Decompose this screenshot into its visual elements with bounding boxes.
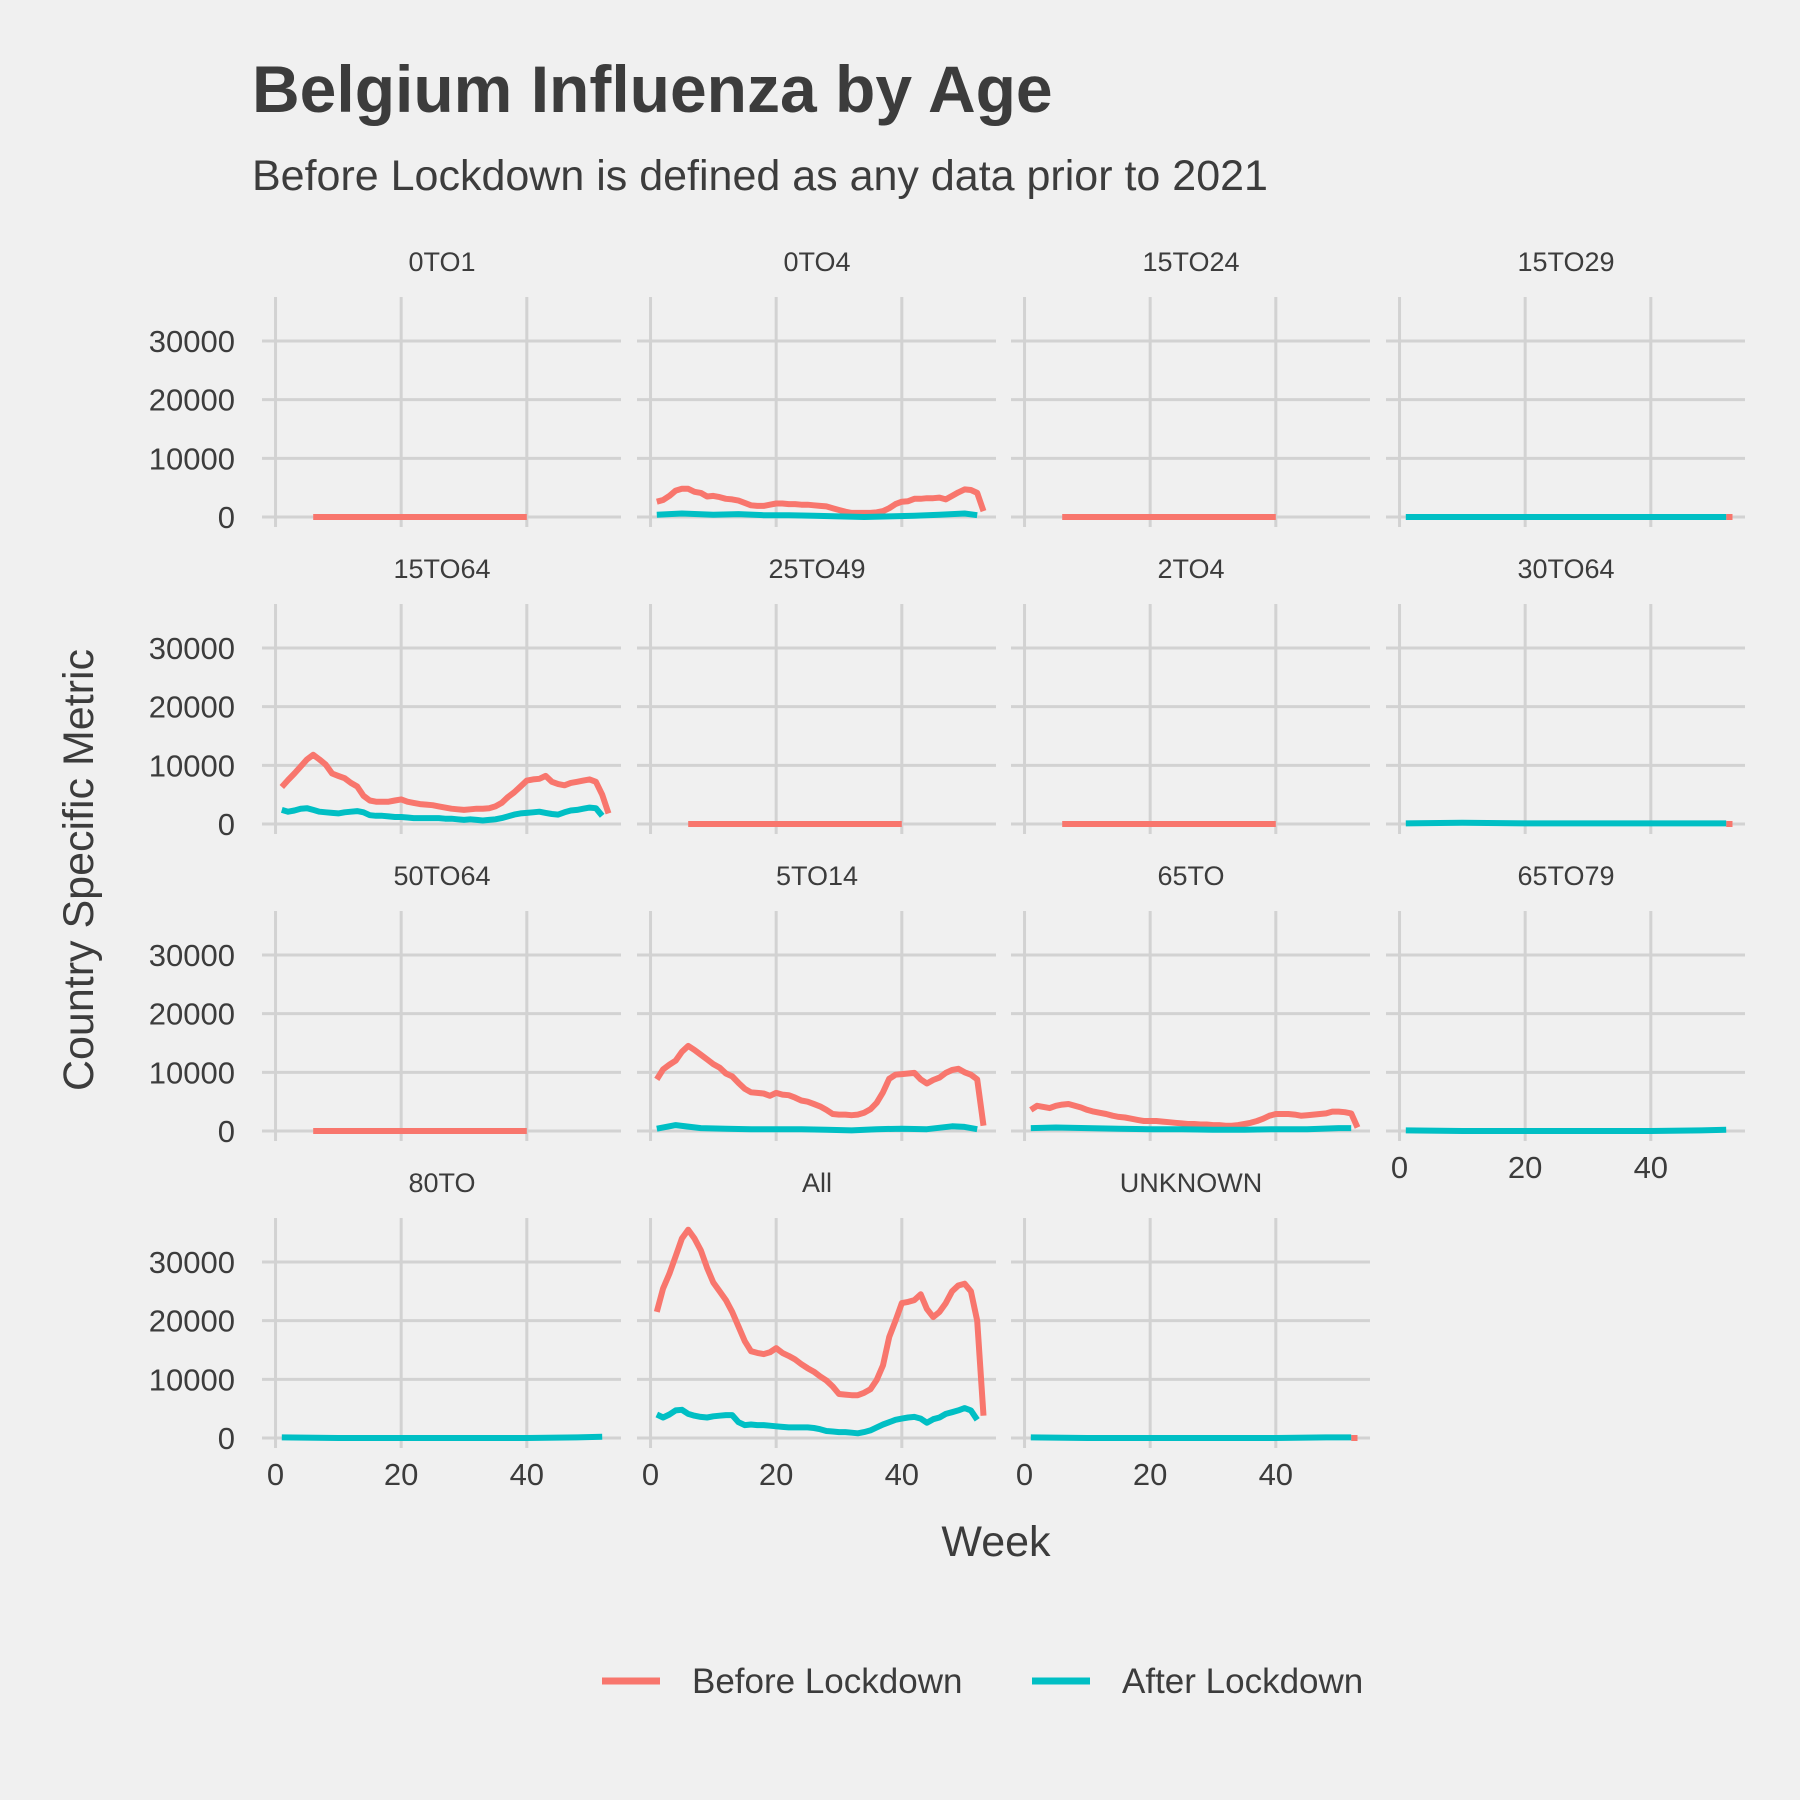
x-tick-label: 20 [759, 1457, 793, 1492]
chart-title: Belgium Influenza by Age [252, 52, 1053, 126]
y-tick-label: 20000 [149, 1304, 235, 1339]
facet-strip-label: 15TO29 [1517, 247, 1614, 277]
facet-strip-label: 0TO4 [783, 247, 850, 277]
y-tick-label: 20000 [149, 383, 235, 418]
y-tick-label: 30000 [149, 1245, 235, 1280]
legend-label-after-lockdown: After Lockdown [1122, 1662, 1363, 1701]
x-tick-label: 0 [642, 1457, 659, 1492]
facet-panel-50to64: 50TO64 0 10000 20000 30000 [149, 861, 621, 1149]
x-tick-label: 0 [267, 1457, 284, 1492]
facet-panel-65to: 65TO [1011, 861, 1370, 1141]
facet-strip-label: 2TO4 [1157, 554, 1224, 584]
facet-panel-65to79: 65TO79 0 20 40 [1386, 861, 1745, 1185]
facet-strip-label: 5TO14 [776, 861, 858, 891]
x-axis-title: Week [941, 1518, 1051, 1566]
y-tick-label: 10000 [149, 1055, 235, 1090]
x-tick-label: 40 [885, 1457, 919, 1492]
x-tick-label: 0 [1016, 1457, 1033, 1492]
facet-strip-label: 80TO [408, 1168, 475, 1198]
y-tick-label: 0 [218, 1421, 235, 1456]
y-tick-label: 10000 [149, 748, 235, 783]
series-line-before-lockdown [279, 751, 612, 815]
facet-strip-label: 50TO64 [393, 861, 490, 891]
facet-panel-15to29: 15TO29 [1386, 247, 1745, 527]
series-line-after-lockdown [656, 1122, 978, 1134]
facet-panel-0to4: 0TO4 [637, 247, 996, 527]
series-line-after-lockdown [1405, 1126, 1727, 1134]
series-line-after-lockdown [656, 510, 978, 520]
facet-strip-label: 65TO79 [1517, 861, 1614, 891]
x-tick-label: 40 [510, 1457, 544, 1492]
series-line-after-lockdown [655, 1405, 980, 1437]
series-line-after-lockdown [1405, 819, 1727, 827]
x-tick-label: 20 [384, 1457, 418, 1492]
facet-strip-label: 25TO49 [768, 554, 865, 584]
facet-strip-label: All [802, 1168, 832, 1198]
facet-panel-0to1: 0TO1 0 10000 20000 30000 [149, 247, 621, 535]
facet-strip-label: 15TO24 [1142, 247, 1239, 277]
facet-panel-5to14: 5TO14 [637, 861, 996, 1141]
series-line-before-lockdown [1029, 1101, 1361, 1129]
series-line-after-lockdown [1030, 1434, 1352, 1441]
y-tick-label: 30000 [149, 631, 235, 666]
y-tick-label: 20000 [149, 690, 235, 725]
facet-panel-25to49: 25TO49 [637, 554, 996, 834]
series-line-before-lockdown [656, 485, 987, 516]
series-line-after-lockdown [280, 804, 605, 824]
facet-panel-80to: 80TO 0 10000 20000 30000 0 20 40 [149, 1168, 621, 1492]
y-tick-label: 30000 [149, 324, 235, 359]
y-tick-label: 0 [218, 1114, 235, 1149]
facet-panel-30to64: 30TO64 [1386, 554, 1745, 834]
facet-strip-label: 65TO [1157, 861, 1224, 891]
y-tick-label: 30000 [149, 938, 235, 973]
y-axis-title: Country Specific Metric [55, 649, 103, 1091]
facet-panel-15to64: 15TO64 0 10000 20000 30000 [149, 554, 621, 842]
x-tick-label: 40 [1634, 1150, 1668, 1185]
facet-strip-label: 30TO64 [1517, 554, 1614, 584]
facet-strip-label: 0TO1 [408, 247, 475, 277]
y-tick-label: 0 [218, 500, 235, 535]
facet-panel-15to24: 15TO24 [1011, 247, 1370, 527]
facet-strip-label: UNKNOWN [1120, 1168, 1263, 1198]
x-tick-label: 20 [1508, 1150, 1542, 1185]
chart-subtitle: Before Lockdown is defined as any data p… [252, 152, 1268, 200]
facet-panel-all: All 0 20 40 [637, 1168, 996, 1492]
facet-panel-2to4: 2TO4 [1011, 554, 1370, 834]
series-line-after-lockdown [1030, 1124, 1352, 1133]
x-tick-label: 40 [1259, 1457, 1293, 1492]
y-tick-label: 10000 [149, 1362, 235, 1397]
series-line-after-lockdown [281, 1433, 603, 1441]
facet-panel-unknown: UNKNOWN 0 20 40 [1011, 1168, 1370, 1492]
y-tick-label: 20000 [149, 997, 235, 1032]
x-tick-label: 20 [1133, 1457, 1167, 1492]
legend-label-before-lockdown: Before Lockdown [692, 1662, 962, 1701]
legend: Before Lockdown After Lockdown [602, 1662, 1363, 1701]
facet-strip-label: 15TO64 [393, 554, 490, 584]
series-line-before-lockdown [654, 1042, 987, 1127]
series-line-before-lockdown [653, 1226, 987, 1416]
y-tick-label: 0 [218, 807, 235, 842]
x-tick-label: 0 [1391, 1150, 1408, 1185]
y-tick-label: 10000 [149, 441, 235, 476]
